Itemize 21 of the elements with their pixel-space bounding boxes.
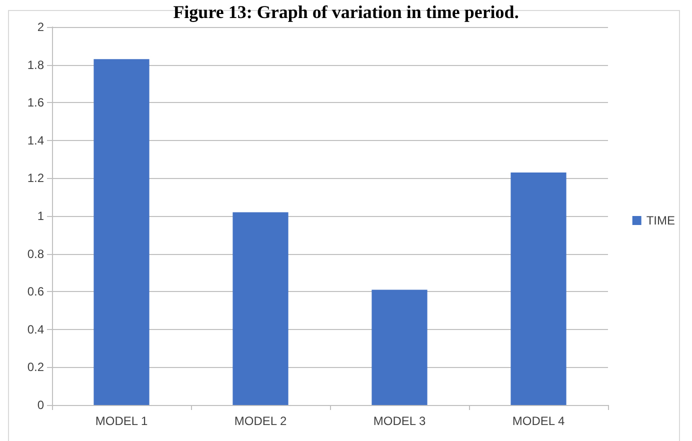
y-tick-label: 1 [37, 209, 44, 223]
x-tick-label: MODEL 2 [234, 414, 287, 428]
bar [372, 290, 428, 405]
y-tick-label: 0.8 [27, 246, 44, 261]
y-tick-label: 1.4 [27, 133, 44, 148]
y-tick-label: 0.2 [27, 360, 44, 374]
x-tick-label: MODEL 3 [373, 414, 426, 428]
chart-title: Figure 13: Graph of variation in time period. [173, 2, 519, 22]
y-tick-label: 0 [37, 398, 44, 412]
y-tick-label: 1.2 [27, 171, 44, 186]
bar [94, 59, 150, 405]
y-tick-label: 1.8 [27, 58, 44, 72]
legend-label: TIME [646, 214, 676, 228]
bar [232, 212, 288, 405]
bar [510, 172, 566, 405]
y-tick-label: 0.6 [27, 284, 44, 299]
y-tick-label: 2 [37, 20, 44, 34]
y-tick-label: 1.6 [27, 96, 44, 110]
x-tick-label: MODEL 4 [512, 414, 565, 428]
y-tick-label: 0.4 [27, 322, 44, 336]
x-tick-label: MODEL 1 [95, 414, 148, 428]
